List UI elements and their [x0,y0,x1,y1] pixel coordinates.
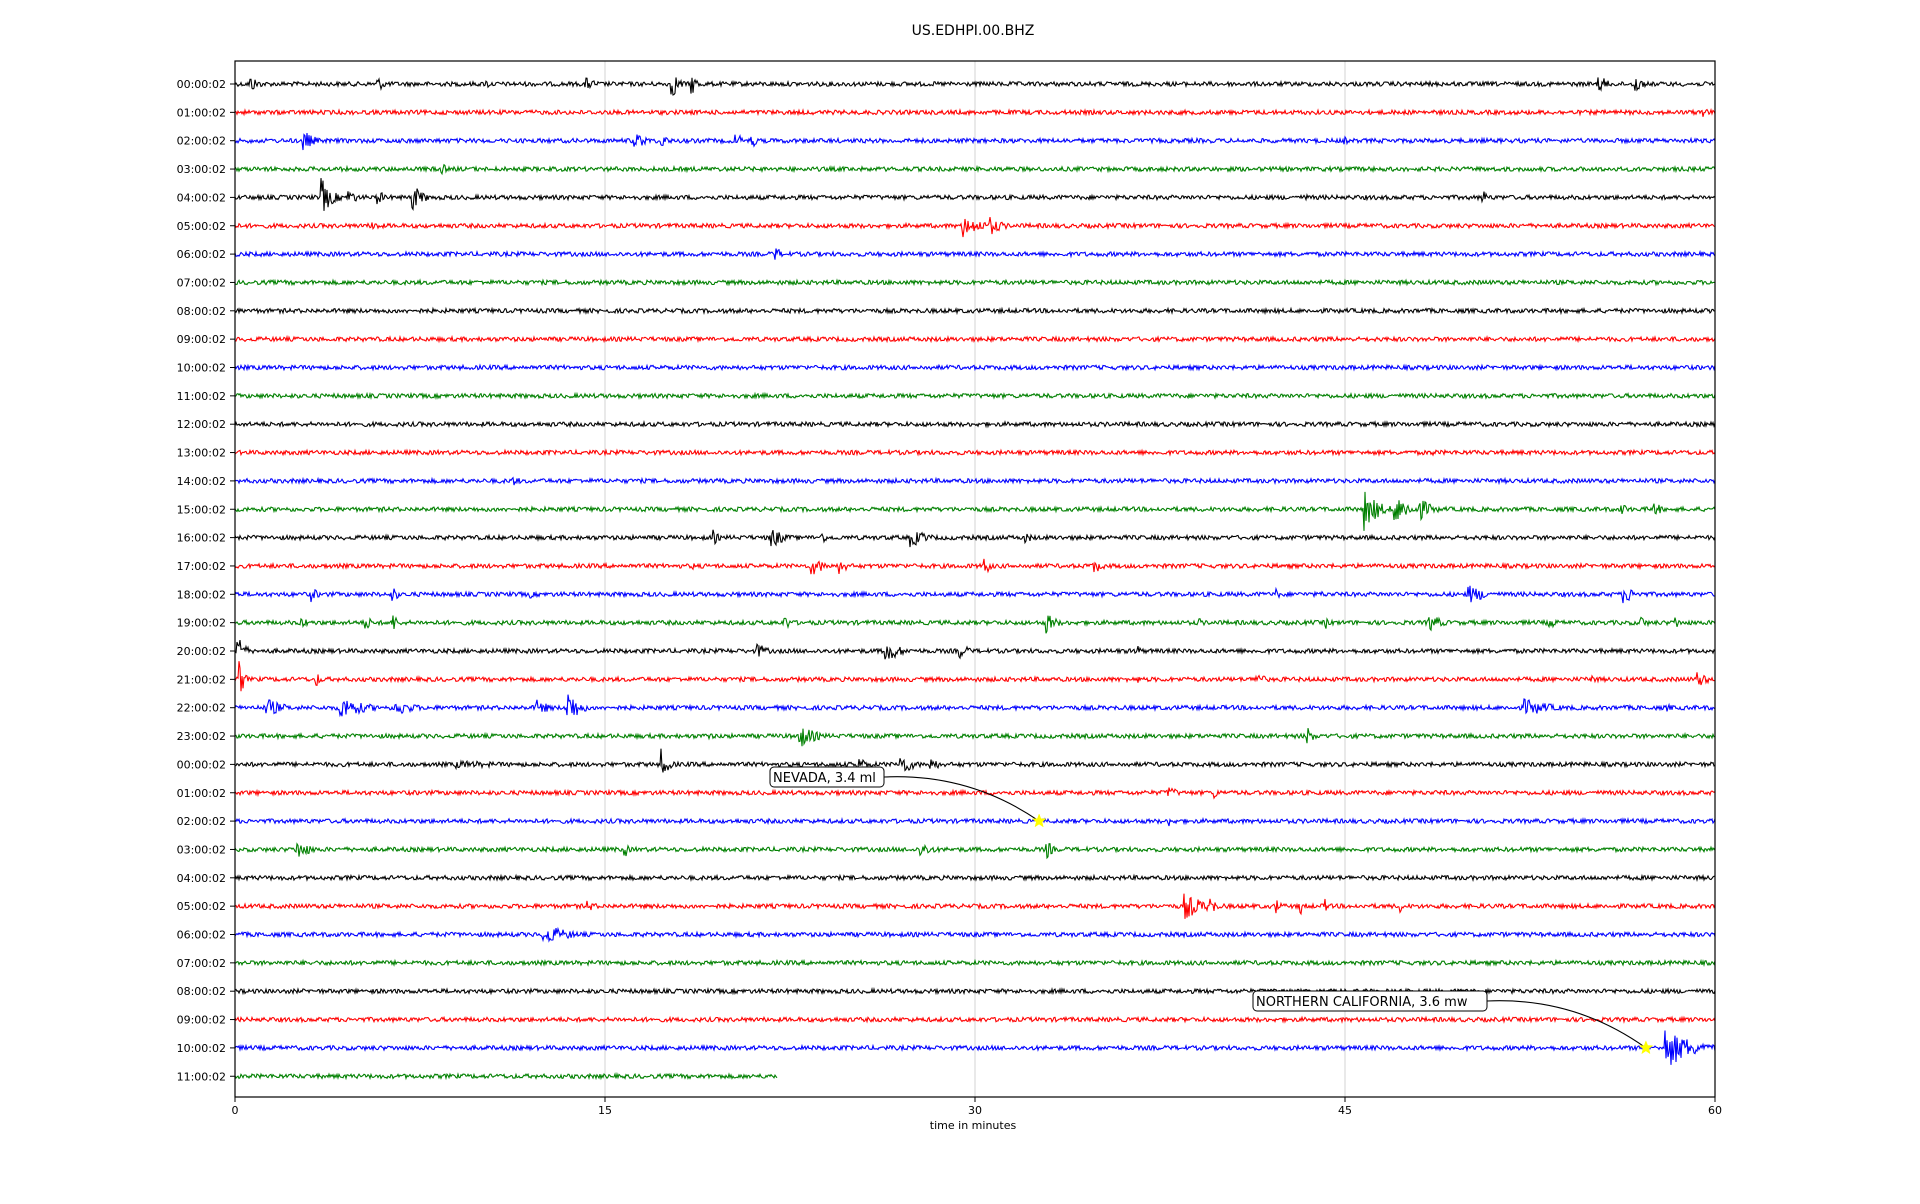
row-label-25: 01:00:02 [177,787,226,800]
annotation-arrow-1 [1486,1000,1647,1049]
trace-row-24 [234,748,1716,773]
row-label-7: 07:00:02 [177,276,226,289]
x-axis: 0 15 30 45 60 [232,1097,1722,1117]
trace-row-29 [234,893,1716,919]
row-label-2: 02:00:02 [177,135,226,148]
x-tick-label-0: 0 [232,1104,239,1117]
row-label-9: 09:00:02 [177,333,226,346]
trace-row-2 [234,133,1716,151]
trace-row-17 [234,558,1716,575]
trace-row-30 [234,926,1716,943]
row-label-11: 11:00:02 [177,390,226,403]
trace-row-7 [234,278,1716,287]
row-label-5: 05:00:02 [177,220,226,233]
trace-row-16 [234,529,1716,548]
row-label-30: 06:00:02 [177,929,226,942]
trace-row-6 [234,248,1716,260]
trace-row-34 [234,1030,1716,1065]
event-star-marker-1 [1638,1040,1654,1055]
trace-row-33 [234,1015,1716,1024]
trace-row-13 [234,448,1716,457]
trace-row-4 [234,178,1716,212]
grid-lines [604,61,1346,1097]
trace-row-21 [234,661,1716,692]
trace-row-0 [234,77,1716,96]
trace-row-15 [234,491,1716,531]
row-label-0: 00:00:02 [177,78,226,91]
trace-row-10 [234,363,1716,372]
annotation-layer: NEVADA, 3.4 ml NORTHERN CALIFORNIA, 3.6 m… [769,766,1654,1055]
trace-row-35 [234,1071,778,1081]
trace-row-20 [234,640,1716,660]
row-label-34: 10:00:02 [177,1042,226,1055]
row-label-29: 05:00:02 [177,900,226,913]
row-label-15: 15:00:02 [177,503,226,516]
trace-row-3 [234,163,1716,176]
row-label-35: 11:00:02 [177,1070,226,1083]
trace-row-18 [234,585,1716,604]
trace-row-26 [234,816,1716,827]
row-label-18: 18:00:02 [177,588,226,601]
x-tick-label-45: 45 [1338,1104,1352,1117]
row-label-33: 09:00:02 [177,1014,226,1027]
chart-title: US.EDHPI.00.BHZ [912,23,1035,39]
trace-row-28 [234,873,1716,882]
trace-row-8 [234,306,1715,316]
trace-row-1 [234,107,1716,117]
row-label-31: 07:00:02 [177,957,226,970]
trace-row-31 [234,958,1716,968]
row-label-20: 20:00:02 [177,645,226,658]
annotation-arrow-0 [883,776,1040,822]
trace-row-14 [234,476,1716,486]
row-label-14: 14:00:02 [177,475,226,488]
row-label-22: 22:00:02 [177,702,226,715]
trace-row-12 [234,420,1716,429]
x-tick-label-15: 15 [598,1104,612,1117]
row-label-27: 03:00:02 [177,843,226,856]
row-label-32: 08:00:02 [177,985,226,998]
trace-row-22 [234,694,1716,718]
row-label-24: 00:00:02 [177,758,226,771]
trace-row-19 [234,615,1716,634]
row-label-8: 08:00:02 [177,305,226,318]
trace-row-27 [234,842,1716,860]
trace-row-9 [234,334,1716,344]
row-label-4: 04:00:02 [177,191,226,204]
annotation-box-1 [1252,990,1488,1012]
row-label-6: 06:00:02 [177,248,226,261]
row-label-21: 21:00:02 [177,673,226,686]
trace-row-5 [234,217,1716,238]
trace-row-11 [234,391,1716,401]
row-label-19: 19:00:02 [177,617,226,630]
annotation-label-0: NEVADA, 3.4 ml [773,771,876,786]
annotation-box-0 [769,766,885,788]
row-label-28: 04:00:02 [177,872,226,885]
row-label-13: 13:00:02 [177,447,226,460]
trace-row-25 [234,787,1716,800]
x-tick-label-60: 60 [1708,1104,1722,1117]
annotation-label-1: NORTHERN CALIFORNIA, 3.6 mw [1256,995,1468,1010]
row-label-16: 16:00:02 [177,532,226,545]
row-label-10: 10:00:02 [177,362,226,375]
x-tick-label-30: 30 [968,1104,982,1117]
x-axis-label: time in minutes [930,1119,1017,1132]
row-label-1: 01:00:02 [177,106,226,119]
row-label-3: 03:00:02 [177,163,226,176]
row-label-17: 17:00:02 [177,560,226,573]
row-labels: 00:00:02 01:00:02 02:00:02 03:00:02 04:00:02… [177,78,235,1083]
trace-row-23 [234,727,1716,747]
row-label-12: 12:00:02 [177,418,226,431]
event-star-marker-0 [1031,813,1047,828]
row-label-23: 23:00:02 [177,730,226,743]
row-label-26: 02:00:02 [177,815,226,828]
